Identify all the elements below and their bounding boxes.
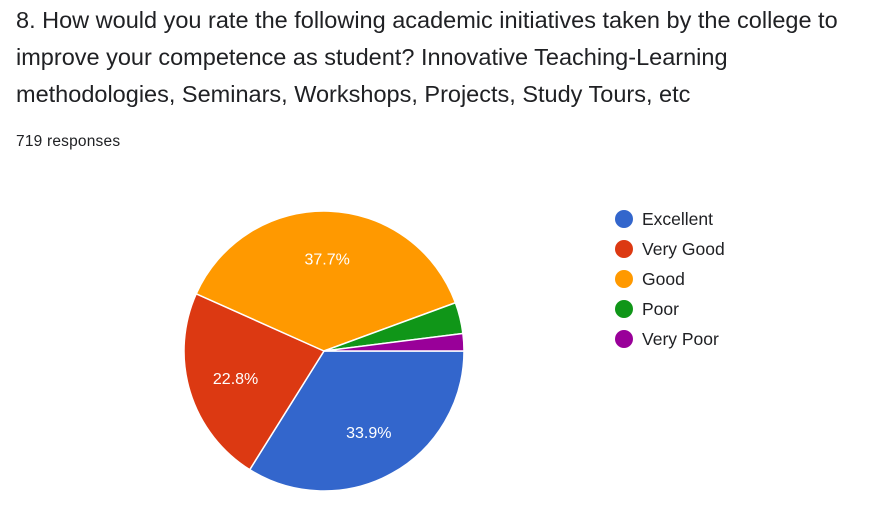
legend-marker-excellent [615,210,633,228]
slice-label-excellent: 33.9% [346,425,391,442]
legend-label-excellent: Excellent [642,209,713,229]
legend-label-very-good: Very Good [642,239,725,259]
legend-marker-poor [615,300,633,318]
legend-label-good: Good [642,269,685,289]
pie-slice-excellent[interactable] [248,350,465,492]
slice-label-good: 37.7% [305,252,350,269]
pie-slice-good[interactable] [195,210,457,352]
legend-marker-very-poor [615,330,633,348]
chart-legend: Excellent Very Good Good Poor Very Poor [615,209,725,349]
response-count: 719 responses [16,133,121,150]
pie-slices [183,210,465,492]
slice-label-very-good: 22.8% [213,371,258,388]
legend-label-poor: Poor [642,299,679,319]
pie-slice-labels: 33.9% 22.8% 37.7% [213,252,392,442]
question-title: 8. How would you rate the following acad… [16,7,838,107]
legend-marker-very-good [615,240,633,258]
legend-label-very-poor: Very Poor [642,329,719,349]
legend-marker-good [615,270,633,288]
pie-slice-very-good[interactable] [183,292,326,471]
pie-slice-very-poor[interactable] [323,332,465,352]
